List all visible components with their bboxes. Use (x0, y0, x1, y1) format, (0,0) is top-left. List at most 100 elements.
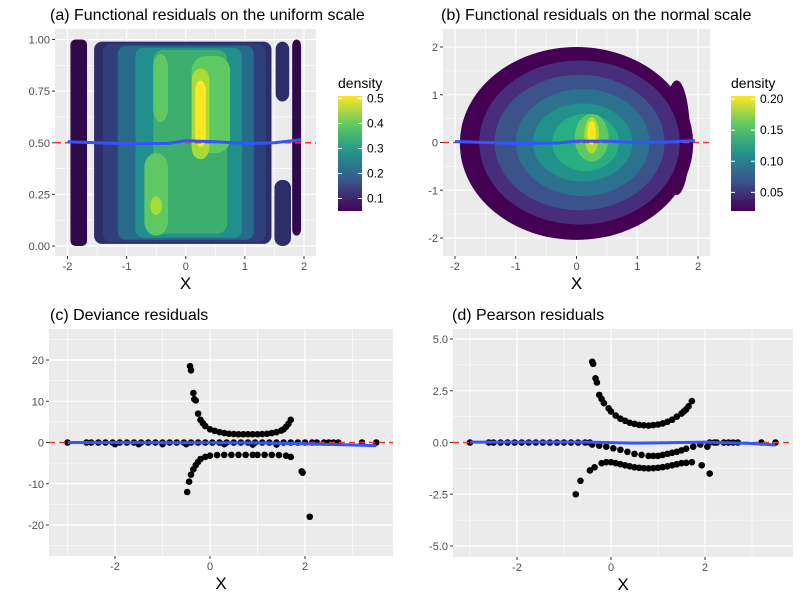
y-tick-label: 20 (32, 355, 44, 367)
data-point (235, 430, 242, 438)
data-point (688, 397, 696, 405)
data-point (689, 443, 697, 450)
y-tick-label: 0.50 (29, 138, 50, 150)
data-point (242, 451, 249, 459)
x-axis-title: X (180, 274, 191, 293)
data-point (306, 513, 314, 521)
data-point (299, 469, 306, 476)
x-tick-label: -2 (512, 562, 522, 574)
data-point (668, 416, 676, 424)
data-point (190, 389, 197, 397)
data-point (183, 488, 191, 496)
y-tick-label: -5.0 (429, 541, 448, 553)
data-point (268, 451, 276, 459)
legend-colorbar (338, 96, 362, 211)
data-point (261, 451, 268, 459)
smooth-line (470, 440, 776, 447)
data-point (610, 444, 617, 452)
plot-marks (443, 47, 710, 240)
data-point (239, 430, 247, 438)
y-tick-label: 10 (32, 396, 44, 408)
y-tick-label: 1.00 (29, 35, 50, 47)
x-tick-label: 0 (573, 261, 579, 273)
data-point (645, 465, 652, 472)
data-point (577, 477, 584, 485)
x-tick-label: 1 (634, 261, 640, 273)
y-tick-label: -10 (28, 479, 44, 491)
x-tick-label: 0 (207, 561, 213, 573)
legend-label: 0.3 (367, 142, 384, 156)
data-point (228, 451, 235, 459)
legend-title: density (731, 75, 775, 91)
data-point (275, 451, 283, 459)
panel-title: (a) Functional residuals on the uniform … (50, 7, 365, 24)
legend-label: 0.05 (760, 185, 784, 199)
y-tick-label: 0 (38, 438, 44, 450)
plot-marks (55, 39, 316, 246)
data-point (187, 471, 195, 478)
density-contour (292, 39, 302, 236)
x-tick-label: 2 (695, 261, 701, 273)
legend-label: 0.10 (760, 154, 784, 168)
density-peak (587, 121, 596, 145)
data-point (225, 430, 233, 438)
legend-label: 0.2 (367, 167, 384, 181)
y-tick-label: 0.75 (29, 86, 50, 98)
data-point (244, 430, 252, 438)
legend-colorbar (731, 96, 755, 211)
x-tick-label: -2 (450, 261, 460, 273)
density-contour (275, 41, 290, 102)
density-contour (153, 53, 169, 123)
smooth-line (67, 138, 302, 146)
data-point (591, 464, 598, 471)
data-point (631, 450, 638, 458)
legend-label: 0.4 (367, 117, 384, 131)
x-tick-label: 0 (183, 261, 189, 273)
data-point (287, 416, 295, 424)
data-point (201, 422, 209, 430)
data-point (187, 367, 195, 374)
y-tick-label: 0.0 (433, 438, 448, 450)
data-point (230, 430, 238, 438)
y-tick-label: -20 (28, 520, 44, 532)
data-point (612, 412, 619, 419)
x-tick-label: 0 (608, 562, 614, 574)
data-point (287, 453, 295, 461)
x-tick-label: -1 (122, 261, 132, 273)
data-point (258, 430, 266, 438)
data-point (673, 413, 681, 420)
data-point (586, 467, 594, 474)
x-tick-label: -2 (63, 261, 73, 273)
x-tick-label: 2 (302, 561, 308, 573)
data-point (603, 443, 610, 450)
data-point (624, 448, 631, 456)
data-point (185, 478, 193, 485)
legend: density 0.05 0.10 0.15 0.20 (731, 75, 784, 211)
data-point (607, 408, 615, 415)
data-point (595, 442, 603, 449)
data-point (589, 360, 597, 368)
legend-title: density (338, 75, 382, 91)
x-tick-label: 1 (242, 261, 248, 273)
smooth-line (454, 139, 696, 145)
data-point (698, 461, 706, 469)
x-tick-label: -2 (110, 561, 120, 573)
panel-d: -2 0 2 -5.0 -2.5 0.0 2.5 5.0 (d) Pearson residua… (429, 307, 793, 594)
x-axis-title: X (617, 575, 628, 594)
data-point (645, 452, 652, 460)
data-point (254, 451, 261, 459)
data-point (640, 464, 648, 472)
data-point (600, 399, 608, 407)
data-point (206, 452, 214, 460)
data-point (682, 445, 690, 453)
plot-marks (453, 358, 793, 498)
data-point (254, 430, 261, 438)
data-point (685, 402, 692, 410)
y-tick-label: 2 (432, 42, 438, 54)
data-point (617, 446, 624, 454)
panel-title: (b) Functional residuals on the normal s… (441, 7, 751, 24)
data-point (706, 470, 713, 477)
data-point (192, 397, 200, 404)
panel-b: -2 -1 0 1 2 -2 -1 0 1 2 (b) Functional residuals o… (428, 7, 783, 293)
